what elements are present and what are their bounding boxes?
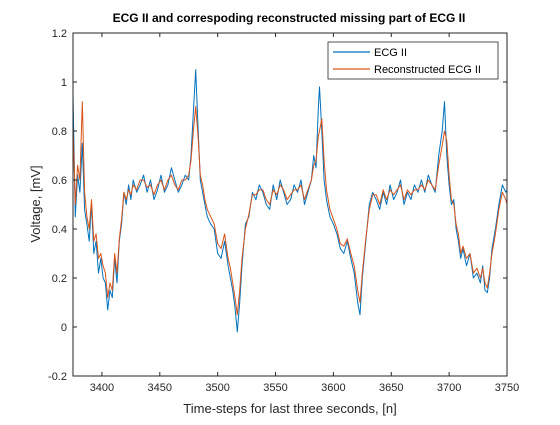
y-tick-label-1: 0 [61, 322, 67, 334]
x-tick-label-3450: 3450 [148, 382, 172, 394]
x-tick-label-3550: 3550 [263, 382, 287, 394]
x-tick-label-3650: 3650 [379, 382, 403, 394]
x-tick-label-3750: 3750 [495, 382, 519, 394]
legend: ECG II Reconstructed ECG II [327, 41, 499, 80]
x-tick-label-3400: 3400 [90, 382, 114, 394]
x-tick-label-3700: 3700 [437, 382, 461, 394]
y-axis: -0.2 0 0.2 0.4 0.6 0.8 1 1.2 [48, 28, 507, 383]
legend-box [327, 41, 499, 80]
legend-label-ecg-ii: ECG II [374, 47, 407, 59]
y-tick-label-2: 0.2 [52, 273, 67, 285]
x-axis-label: Time-steps for last three seconds, [n] [183, 401, 396, 416]
y-tick-label-5: 0.8 [52, 126, 67, 138]
chart-title: ECG II and correspoding reconstructed mi… [113, 11, 466, 25]
plot-area [72, 32, 508, 377]
y-tick-label-6: 1 [61, 77, 67, 89]
series-layer [73, 69, 507, 333]
plot-frame [72, 32, 508, 377]
x-axis: 3400 3450 3500 3550 3600 3650 3700 3750 [90, 33, 519, 394]
x-tick-label-3600: 3600 [321, 382, 345, 394]
y-tick-label-0: -0.2 [48, 371, 67, 383]
y-axis-label: Voltage, [mV] [28, 165, 43, 242]
legend-label-reconstructed: Reconstructed ECG II [374, 64, 481, 76]
y-tick-label-4: 0.6 [52, 175, 67, 187]
plot-background [73, 33, 507, 376]
y-tick-label-7: 1.2 [52, 28, 67, 40]
x-tick-label-3500: 3500 [205, 382, 229, 394]
y-tick-label-3: 0.4 [52, 224, 67, 236]
series-line-reconstructed-ecg-ii [73, 101, 507, 316]
